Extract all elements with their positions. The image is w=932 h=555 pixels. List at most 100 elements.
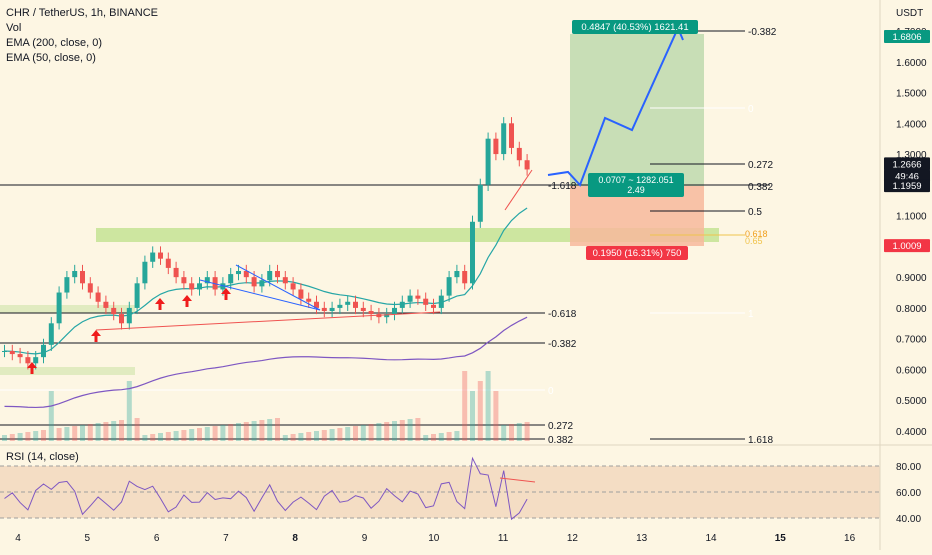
stop-label-box[interactable] — [586, 246, 688, 260]
candle-body[interactable] — [173, 267, 179, 278]
candle-body[interactable] — [95, 292, 101, 302]
candle-body[interactable] — [493, 138, 499, 155]
candle-body[interactable] — [41, 344, 46, 358]
rsi-legend[interactable]: RSI (14, close) — [6, 451, 79, 463]
candle-body[interactable] — [103, 301, 109, 308]
ema200-line[interactable] — [4, 316, 528, 409]
support-zone — [96, 228, 719, 242]
rsi-line[interactable] — [4, 456, 528, 521]
candle-body[interactable] — [72, 270, 78, 278]
candle-body[interactable] — [415, 295, 421, 299]
candle-body[interactable] — [251, 277, 257, 287]
candle-body[interactable] — [384, 314, 390, 318]
candle-body[interactable] — [282, 277, 288, 284]
candle-body[interactable] — [17, 354, 23, 358]
wedge-line-lower[interactable] — [199, 279, 321, 311]
candle-body[interactable] — [267, 270, 273, 281]
candle-body[interactable] — [2, 350, 7, 352]
candle-body[interactable] — [509, 123, 514, 148]
price-tick: 0.7000 — [896, 335, 927, 346]
candle-body[interactable] — [204, 277, 210, 284]
candle-body[interactable] — [236, 270, 241, 275]
volume-bar — [392, 421, 397, 441]
candle-body[interactable] — [111, 307, 117, 315]
candle-body[interactable] — [33, 357, 39, 364]
candle-body[interactable] — [275, 270, 280, 278]
volume-legend[interactable]: Vol — [6, 22, 22, 34]
candle-body[interactable] — [119, 314, 124, 324]
candle-body[interactable] — [259, 280, 265, 287]
breakout-line[interactable] — [504, 169, 533, 211]
candle-body[interactable] — [353, 301, 358, 308]
candle-body[interactable] — [516, 147, 522, 161]
candle-body[interactable] — [87, 283, 93, 293]
candle-body[interactable] — [470, 221, 475, 284]
candle-body[interactable] — [524, 160, 530, 170]
candle-body[interactable] — [368, 310, 374, 315]
candle-body[interactable] — [298, 289, 304, 299]
candle-body[interactable] — [329, 307, 335, 311]
price-tick: 0.4000 — [896, 427, 927, 438]
candle-body[interactable] — [220, 283, 226, 290]
candle-body[interactable] — [462, 270, 468, 284]
ema200-legend[interactable]: EMA (200, close, 0) — [6, 37, 102, 49]
candle-body[interactable] — [501, 123, 507, 155]
candle-body[interactable] — [337, 304, 343, 308]
chart-legend[interactable]: CHR / TetherUS, 1h, BINANCE Vol EMA (200… — [6, 6, 158, 66]
price-badge[interactable] — [884, 239, 930, 253]
candle-body[interactable] — [360, 307, 366, 311]
candle-body[interactable] — [485, 138, 491, 185]
candle-body[interactable] — [9, 350, 15, 355]
price-badge[interactable] — [884, 157, 930, 171]
candle-body[interactable] — [134, 283, 140, 308]
price-badge[interactable] — [884, 29, 930, 43]
candle-body[interactable] — [181, 277, 187, 284]
candle-body[interactable] — [243, 270, 249, 278]
candle-body[interactable] — [407, 295, 413, 302]
candle-body[interactable] — [431, 304, 436, 308]
candle-body[interactable] — [306, 298, 312, 302]
uptrend-line[interactable] — [95, 311, 441, 331]
candle-body[interactable] — [423, 298, 429, 305]
candle-body[interactable] — [392, 307, 397, 315]
price-badge[interactable] — [884, 179, 930, 193]
candle-body[interactable] — [345, 301, 351, 305]
price-badge-label: 1.0009 — [892, 241, 921, 252]
target-zone — [570, 34, 704, 186]
candle-body[interactable] — [64, 277, 70, 293]
rsi-divergence-line[interactable] — [499, 477, 536, 483]
ema50-legend[interactable]: EMA (50, close, 0) — [6, 52, 96, 64]
candle-body[interactable] — [189, 283, 195, 290]
candle-body[interactable] — [454, 270, 460, 278]
candle-body[interactable] — [321, 307, 327, 311]
volume-bar — [368, 424, 374, 441]
candle-body[interactable] — [197, 283, 202, 290]
candle-body[interactable] — [25, 357, 31, 364]
candle-body[interactable] — [158, 252, 163, 259]
fib-label: 0 — [548, 386, 554, 397]
volume-bar — [516, 423, 522, 441]
candle-body[interactable] — [48, 323, 54, 345]
candle-body[interactable] — [150, 252, 156, 262]
candle-body[interactable] — [126, 307, 132, 324]
candle-body[interactable] — [228, 274, 234, 284]
candle-body[interactable] — [80, 270, 85, 284]
entry-label-box[interactable] — [588, 173, 684, 197]
price-badge[interactable] — [884, 169, 930, 183]
wedge-line-upper[interactable] — [235, 264, 321, 311]
candle-body[interactable] — [314, 301, 319, 308]
candle-body[interactable] — [142, 261, 148, 284]
candle-body[interactable] — [438, 295, 444, 308]
candle-body[interactable] — [290, 283, 296, 290]
candle-body[interactable] — [446, 277, 452, 296]
candle-body[interactable] — [477, 184, 483, 222]
candle-body[interactable] — [399, 301, 405, 308]
fib-label: 0.5 — [748, 207, 762, 218]
candle-body[interactable] — [165, 258, 171, 268]
candle-body[interactable] — [56, 292, 62, 324]
target-label-box[interactable] — [572, 20, 698, 34]
symbol-title[interactable]: CHR / TetherUS, 1h, BINANCE — [6, 7, 159, 19]
price-axis-currency: USDT — [896, 8, 923, 19]
